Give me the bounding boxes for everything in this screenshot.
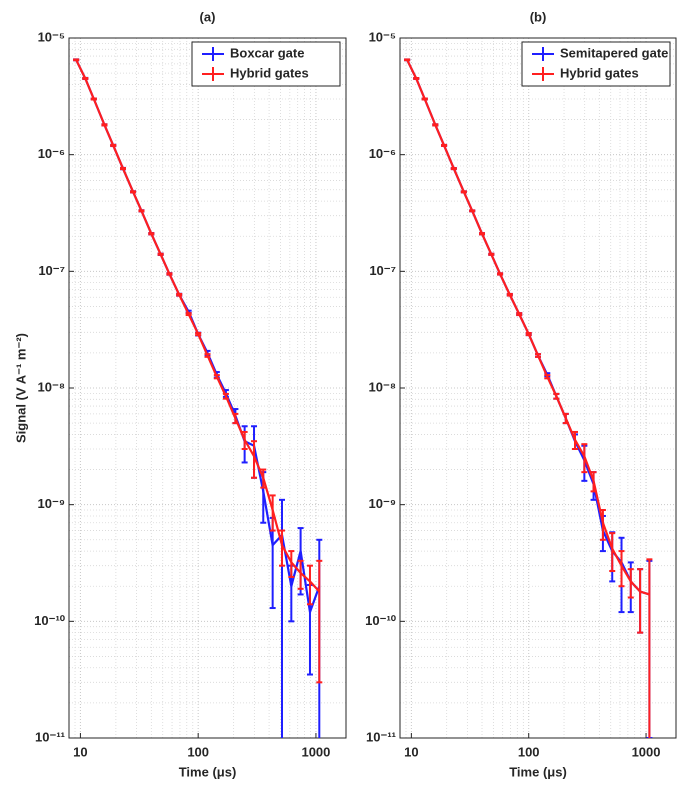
y-tick-label: 10⁻⁶: [38, 146, 65, 161]
error-bar: [278, 529, 285, 567]
x-tick-label: 100: [187, 744, 209, 759]
error-bar: [297, 559, 304, 590]
panel: 10 100 1000 10⁻¹¹ 10⁻¹⁰ 10⁻⁹ 10⁻⁸ 10⁻⁷ 10⁻⁶ 10⁻⁵ (…: [13, 9, 347, 779]
x-tick-label: 10: [73, 744, 87, 759]
legend-label: Semitapered gate: [560, 45, 668, 60]
data-layer: [404, 58, 653, 738]
y-tick-label: 10⁻⁸: [369, 379, 396, 394]
legend: Semitapered gate Hybrid gates: [521, 41, 671, 87]
x-axis-label: Time (μs): [179, 764, 237, 779]
y-tick-label: 10⁻⁷: [369, 263, 396, 278]
panel: 10 100 1000 10⁻¹¹ 10⁻¹⁰ 10⁻⁹ 10⁻⁸ 10⁻⁷ 10⁻⁶ 10⁻⁵ (…: [365, 9, 677, 779]
y-tick-label: 10⁻¹⁰: [34, 613, 66, 628]
x-tick-label: 1000: [301, 744, 330, 759]
axes-box: [68, 37, 347, 739]
legend-label: Boxcar gate: [230, 45, 304, 60]
error-bar: [316, 559, 323, 684]
y-tick-label: 10⁻⁷: [38, 263, 65, 278]
data-line: [75, 59, 321, 593]
legend-box: [521, 41, 671, 87]
y-tick-label: 10⁻⁵: [369, 29, 396, 44]
axes-box: [399, 37, 677, 739]
x-axis-label: Time (μs): [509, 764, 567, 779]
data-line: [406, 59, 650, 596]
y-tick-label: 10⁻¹¹: [366, 729, 396, 744]
error-bar: [637, 568, 644, 634]
x-tick-label: 1000: [632, 744, 661, 759]
y-tick-label: 10⁻⁸: [38, 379, 65, 394]
y-tick-label: 10⁻⁵: [38, 29, 65, 44]
y-tick-label: 10⁻⁹: [38, 496, 66, 511]
chart-title: (a): [200, 9, 216, 24]
error-bar: [609, 532, 616, 573]
error-bar: [646, 558, 653, 738]
error-bar: [618, 550, 625, 588]
data-layer: [73, 58, 323, 738]
chart-title: (b): [530, 9, 547, 24]
legend-label: Hybrid gates: [230, 65, 309, 80]
x-tick-label: 100: [518, 744, 540, 759]
y-axis-label: Signal (V A⁻¹ m⁻²): [13, 333, 28, 443]
y-tick-label: 10⁻⁶: [369, 146, 396, 161]
legend: Boxcar gate Hybrid gates: [191, 41, 341, 87]
error-bar: [251, 440, 258, 479]
y-tick-label: 10⁻¹¹: [35, 729, 65, 744]
y-tick-label: 10⁻⁹: [369, 496, 397, 511]
y-tick-label: 10⁻¹⁰: [365, 613, 397, 628]
legend-box: [191, 41, 341, 87]
x-tick-label: 10: [404, 744, 418, 759]
legend-label: Hybrid gates: [560, 65, 639, 80]
error-bar: [627, 568, 634, 599]
error-bar: [306, 564, 313, 606]
